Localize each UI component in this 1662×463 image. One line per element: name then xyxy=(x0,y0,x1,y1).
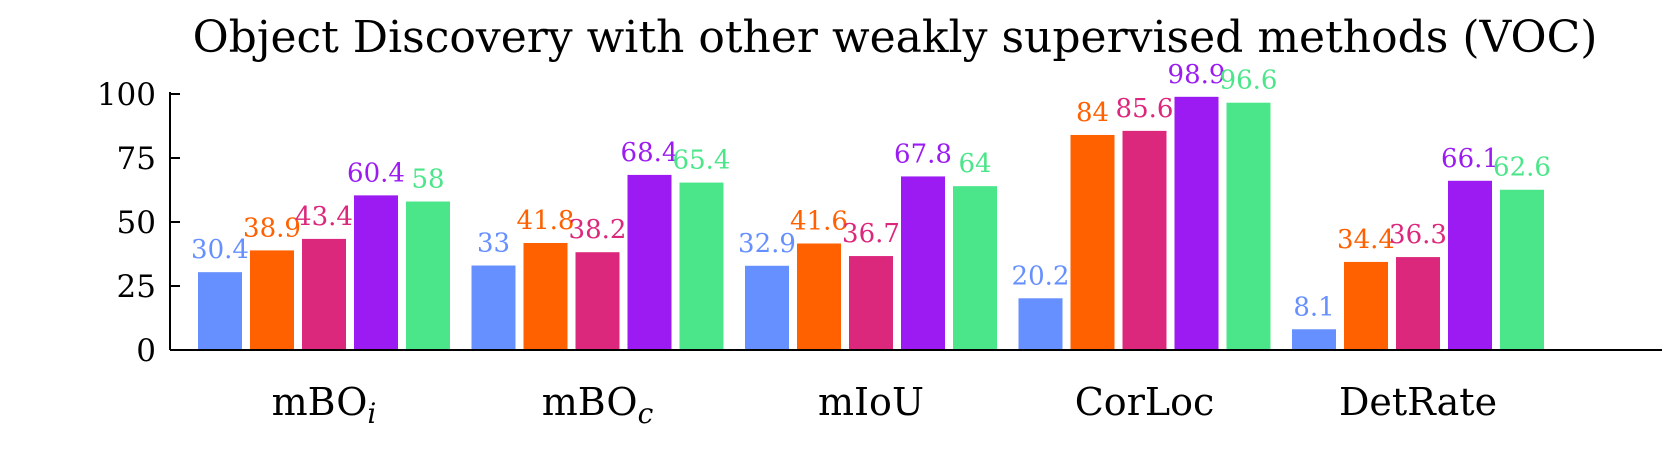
x-axis: mBOi mBOc mIoU CorLoc DetRate xyxy=(169,92,1662,430)
bar xyxy=(745,265,789,350)
bar xyxy=(523,242,568,350)
bar xyxy=(1122,130,1167,350)
bar xyxy=(198,272,242,350)
bar xyxy=(1292,329,1336,350)
bar xyxy=(1396,257,1440,350)
data-label: 36.7 xyxy=(842,219,900,249)
bar xyxy=(1018,298,1063,350)
y-tick-label: 50 xyxy=(117,205,156,241)
bar xyxy=(250,250,294,350)
bar xyxy=(1226,102,1271,350)
x-tick-label: CorLoc xyxy=(1075,380,1215,424)
bar xyxy=(302,238,346,350)
data-label: 8.1 xyxy=(1293,292,1334,322)
bar xyxy=(406,201,450,350)
data-label: 60.4 xyxy=(347,158,405,188)
x-tick-label: mBOi xyxy=(272,380,377,430)
bar xyxy=(1174,96,1219,350)
bar xyxy=(953,186,997,350)
data-label: 96.6 xyxy=(1220,66,1278,96)
y-axis: 0 25 50 75 100 xyxy=(97,77,180,369)
bar xyxy=(1448,180,1492,350)
bar xyxy=(679,182,724,350)
y-tick-label: 25 xyxy=(117,269,156,305)
bar xyxy=(354,195,398,350)
data-label: 67.8 xyxy=(894,139,952,169)
data-label: 43.4 xyxy=(295,202,353,232)
data-label: 62.6 xyxy=(1493,153,1551,183)
bar xyxy=(627,174,672,350)
chart-title: Object Discovery with other weakly super… xyxy=(193,12,1598,63)
data-label: 36.3 xyxy=(1389,220,1447,250)
data-label: 33 xyxy=(477,229,510,259)
data-label: 32.9 xyxy=(738,229,796,259)
bar xyxy=(471,265,516,350)
x-tick-label: DetRate xyxy=(1339,380,1497,424)
data-label: 30.4 xyxy=(191,235,249,265)
data-label: 38.2 xyxy=(569,215,627,245)
y-tick-label: 0 xyxy=(136,333,156,369)
data-label: 85.6 xyxy=(1116,94,1174,124)
bar xyxy=(1070,134,1115,350)
data-label: 38.9 xyxy=(243,213,301,243)
bar xyxy=(1344,261,1388,350)
y-tick-label: 100 xyxy=(97,77,156,113)
data-label: 20.2 xyxy=(1012,261,1070,291)
bar xyxy=(901,176,945,350)
data-label: 41.8 xyxy=(517,206,575,236)
data-label: 98.9 xyxy=(1168,60,1226,90)
bar xyxy=(575,252,620,350)
y-tick-label: 75 xyxy=(117,141,156,177)
bar xyxy=(1500,189,1544,350)
bar xyxy=(849,256,893,350)
x-tick-label: mIoU xyxy=(818,380,924,424)
data-label: 58 xyxy=(411,165,444,195)
data-label: 66.1 xyxy=(1441,144,1499,174)
bar xyxy=(797,243,841,350)
data-label: 41.6 xyxy=(790,207,848,237)
data-label: 84 xyxy=(1076,98,1109,128)
data-label: 65.4 xyxy=(673,146,731,176)
bars xyxy=(198,96,1544,350)
data-label: 64 xyxy=(958,149,991,179)
data-label: 68.4 xyxy=(621,138,679,168)
data-label: 34.4 xyxy=(1337,225,1395,255)
x-tick-label: mBOc xyxy=(542,380,654,430)
